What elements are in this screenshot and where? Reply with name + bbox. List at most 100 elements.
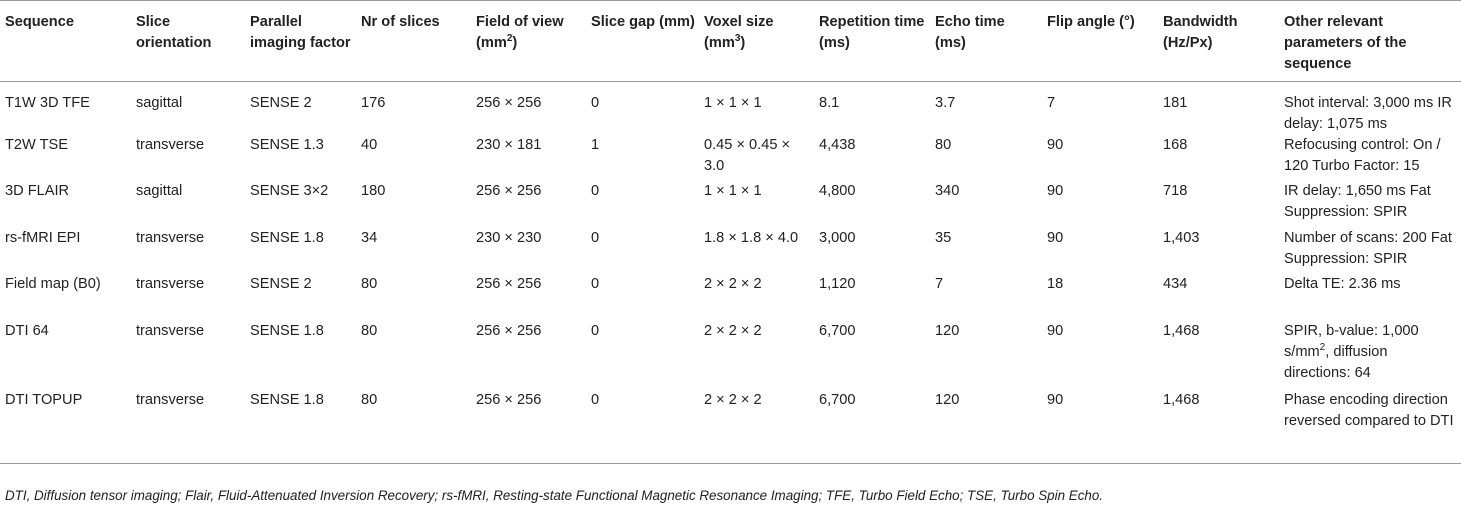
cell-other: IR delay: 1,650 ms Fat Suppression: SPIR: [1284, 183, 1431, 220]
cell-tr: 4,438: [819, 137, 856, 153]
cell-flip: 18: [1047, 276, 1064, 292]
cell-parallel: SENSE 1.8: [250, 230, 324, 246]
cell-gap: 0: [591, 276, 600, 292]
cell-tr: 6,700: [819, 323, 856, 339]
cell-parallel: SENSE 1.8: [250, 323, 324, 339]
cell-voxel: 2 × 2 × 2: [704, 323, 762, 339]
cell-sequence: T1W 3D TFE: [5, 95, 90, 111]
table-container: Sequence Slice orientation Parallel imag…: [0, 0, 1461, 464]
table-row: DTI 64 transverse SENSE 1.8 80 256 × 256…: [0, 321, 1461, 390]
cell-voxel: 0.45 × 0.45 × 3.0: [704, 137, 791, 174]
cell-flip: 90: [1042, 390, 1158, 464]
cell-parallel: SENSE 2: [250, 95, 312, 111]
cell-te: 120: [935, 323, 960, 339]
cell-sequence: Field map (B0): [5, 276, 101, 292]
cell-orientation: sagittal: [136, 183, 183, 199]
cell-gap: 0: [591, 323, 600, 339]
table-row: rs-fMRI EPI transverse SENSE 1.8 34 230 …: [0, 228, 1461, 274]
cell-voxel: 2 × 2 × 2: [699, 390, 814, 464]
cell-voxel: 1 × 1 × 1: [704, 95, 762, 111]
cell-orientation: transverse: [131, 390, 245, 464]
cell-fov: 256 × 256: [476, 276, 542, 292]
cell-bandwidth: 181: [1163, 95, 1188, 111]
cell-bandwidth: 168: [1163, 137, 1188, 153]
header-other-parameters: Other relevant parameters of the sequenc…: [1279, 0, 1461, 82]
table-row: T2W TSE transverse SENSE 1.3 40 230 × 18…: [0, 135, 1461, 181]
cell-bandwidth: 718: [1163, 183, 1188, 199]
cell-bandwidth: 1,468: [1158, 390, 1279, 464]
cell-flip: 7: [1047, 95, 1056, 111]
mri-parameters-table: Sequence Slice orientation Parallel imag…: [0, 0, 1461, 464]
cell-sequence: 3D FLAIR: [5, 183, 70, 199]
header-field-of-view: Field of view (mm2): [471, 0, 586, 82]
cell-te: 120: [930, 390, 1042, 464]
table-footnote: DTI, Diffusion tensor imaging; Flair, Fl…: [5, 488, 1103, 503]
cell-parallel: SENSE 2: [250, 276, 312, 292]
header-slice-gap: Slice gap (mm): [586, 0, 699, 82]
cell-bandwidth: 1,403: [1163, 230, 1200, 246]
cell-tr: 8.1: [819, 95, 840, 111]
header-bandwidth: Bandwidth (Hz/Px): [1158, 0, 1279, 82]
cell-te: 340: [935, 183, 960, 199]
cell-orientation: sagittal: [136, 95, 183, 111]
cell-te: 80: [935, 137, 952, 153]
cell-other: SPIR, b-value: 1,000 s/mm2, diffusion di…: [1284, 323, 1419, 381]
header-voxel-size: Voxel size (mm3): [699, 0, 814, 82]
header-echo-time: Echo time (ms): [930, 0, 1042, 82]
cell-gap: 0: [591, 95, 600, 111]
cell-te: 35: [935, 230, 952, 246]
header-sequence: Sequence: [0, 0, 131, 82]
cell-parallel: SENSE 1.3: [250, 137, 324, 153]
cell-fov: 256 × 256: [476, 95, 542, 111]
cell-bandwidth: 434: [1163, 276, 1188, 292]
cell-orientation: transverse: [136, 323, 205, 339]
table-row: 3D FLAIR sagittal SENSE 3×2 180 256 × 25…: [0, 181, 1461, 228]
cell-other: Number of scans: 200 Fat Suppression: SP…: [1284, 230, 1452, 267]
cell-fov: 256 × 256: [476, 323, 542, 339]
cell-sequence: T2W TSE: [5, 137, 68, 153]
cell-gap: 0: [586, 390, 699, 464]
cell-tr: 1,120: [819, 276, 856, 292]
table-row: Field map (B0) transverse SENSE 2 80 256…: [0, 274, 1461, 321]
cell-sequence: DTI 64: [5, 323, 49, 339]
cell-voxel: 1.8 × 1.8 × 4.0: [704, 230, 799, 246]
cell-tr: 3,000: [819, 230, 856, 246]
cell-slices: 40: [361, 137, 378, 153]
cell-fov: 230 × 181: [476, 137, 542, 153]
cell-other: Shot interval: 3,000 ms IR delay: 1,075 …: [1284, 95, 1452, 132]
cell-other: Delta TE: 2.36 ms: [1284, 276, 1401, 292]
cell-tr: 4,800: [819, 183, 856, 199]
header-flip-angle: Flip angle (°): [1042, 0, 1158, 82]
cell-te: 3.7: [935, 95, 956, 111]
cell-gap: 1: [591, 137, 600, 153]
cell-slices: 34: [361, 230, 378, 246]
table-header-row: Sequence Slice orientation Parallel imag…: [0, 0, 1461, 82]
cell-gap: 0: [591, 183, 600, 199]
cell-other: Refocusing control: On / 120 Turbo Facto…: [1284, 137, 1441, 174]
header-parallel-imaging-factor: Parallel imaging factor: [245, 0, 356, 82]
cell-tr: 6,700: [814, 390, 930, 464]
cell-flip: 90: [1047, 323, 1064, 339]
cell-te: 7: [935, 276, 944, 292]
cell-fov: 256 × 256: [476, 183, 542, 199]
header-slice-orientation: Slice orientation: [131, 0, 245, 82]
cell-other: Phase encoding direction reversed compar…: [1279, 390, 1461, 464]
cell-flip: 90: [1047, 230, 1064, 246]
cell-slices: 80: [356, 390, 471, 464]
cell-orientation: transverse: [136, 137, 205, 153]
cell-slices: 80: [361, 323, 378, 339]
header-repetition-time: Repetition time (ms): [814, 0, 930, 82]
cell-voxel: 2 × 2 × 2: [704, 276, 762, 292]
cell-slices: 80: [361, 276, 378, 292]
cell-sequence: rs-fMRI EPI: [5, 230, 81, 246]
cell-flip: 90: [1047, 137, 1064, 153]
cell-orientation: transverse: [136, 276, 205, 292]
table-row: T1W 3D TFE sagittal SENSE 2 176 256 × 25…: [0, 82, 1461, 136]
header-nr-of-slices: Nr of slices: [356, 0, 471, 82]
cell-parallel: SENSE 1.8: [245, 390, 356, 464]
cell-fov: 256 × 256: [471, 390, 586, 464]
table-row: DTI TOPUP transverse SENSE 1.8 80 256 × …: [0, 390, 1461, 464]
cell-orientation: transverse: [136, 230, 205, 246]
cell-parallel: SENSE 3×2: [250, 183, 329, 199]
cell-slices: 180: [361, 183, 386, 199]
